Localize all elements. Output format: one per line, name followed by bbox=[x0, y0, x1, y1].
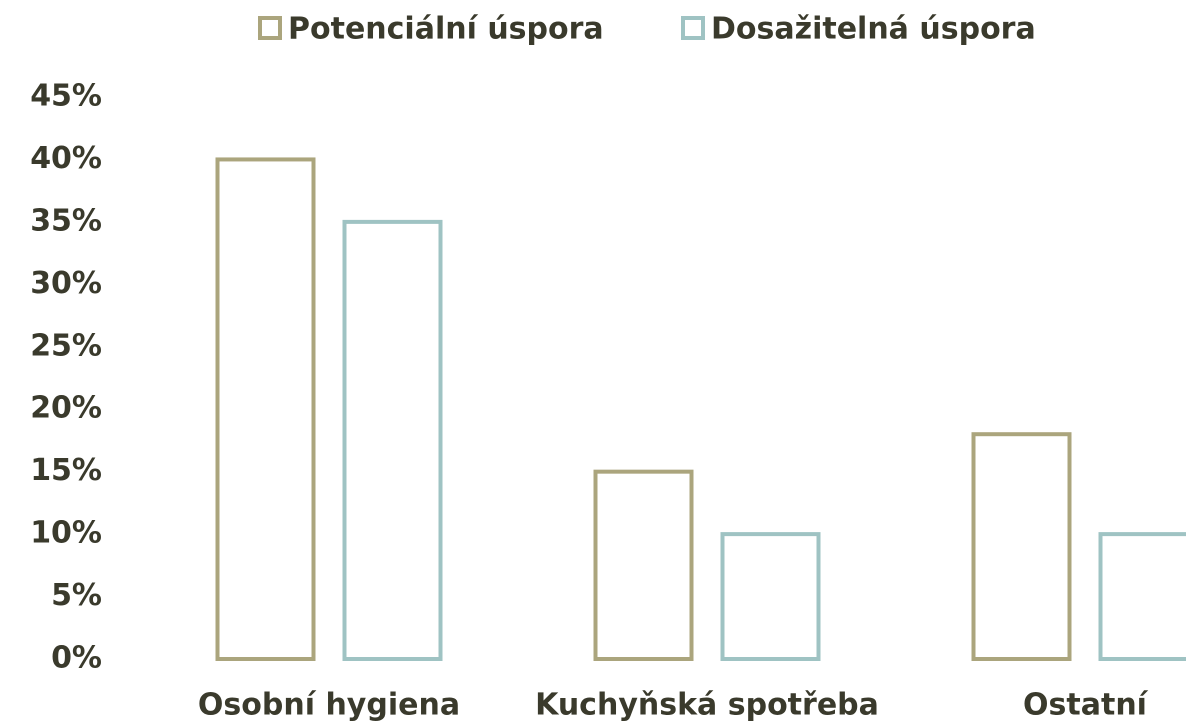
legend-swatch bbox=[258, 16, 282, 40]
y-tick-label: 40% bbox=[30, 141, 102, 176]
y-tick-label: 20% bbox=[30, 391, 102, 426]
y-tick-label: 30% bbox=[30, 266, 102, 301]
bar bbox=[342, 219, 443, 661]
y-tick-label: 5% bbox=[51, 578, 102, 613]
bar bbox=[215, 157, 316, 661]
y-tick-label: 35% bbox=[30, 203, 102, 238]
x-tick-label: Osobní hygiena bbox=[198, 688, 460, 723]
legend-swatch bbox=[681, 16, 705, 40]
bar bbox=[720, 532, 821, 661]
x-tick-label: Ostatní bbox=[1023, 688, 1149, 723]
y-tick-label: 10% bbox=[30, 516, 102, 551]
y-tick-label: 45% bbox=[30, 79, 102, 114]
bar bbox=[1098, 532, 1186, 661]
legend-label: Potenciální úspora bbox=[288, 12, 604, 47]
y-tick-label: 25% bbox=[30, 328, 102, 363]
bar bbox=[593, 469, 694, 661]
y-tick-label: 0% bbox=[51, 641, 102, 676]
bar bbox=[971, 432, 1072, 662]
x-tick-label: Kuchyňská spotřeba bbox=[535, 688, 879, 723]
legend-label: Dosažitelná úspora bbox=[711, 12, 1036, 47]
y-tick-label: 15% bbox=[30, 453, 102, 488]
